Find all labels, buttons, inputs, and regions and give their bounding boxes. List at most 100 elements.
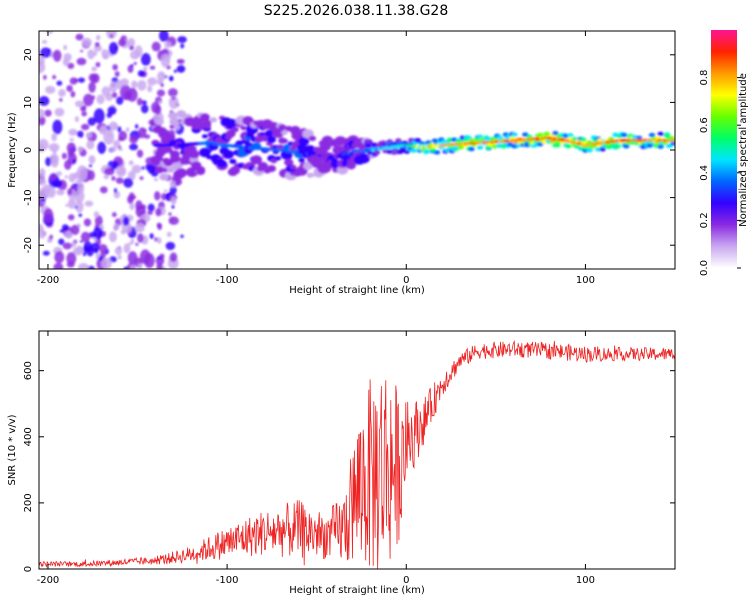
spectrogram-y-ticks: -20 -10 0 10 20 [23, 48, 675, 253]
spectrogram-noise-blob [98, 255, 104, 262]
spectrogram-noise-blob [114, 246, 123, 256]
spectrogram-y-tick-label: -10 [23, 189, 34, 205]
spectrogram-noise-blob [74, 189, 85, 203]
spectrogram-noise-blob [180, 234, 184, 239]
spectrogram-noise-blob [107, 106, 117, 115]
spectrogram-cell [291, 130, 304, 141]
spectrogram-x-tick-label: 0 [403, 275, 409, 286]
spectrogram-cell [274, 156, 282, 161]
spectrogram-noise-blob [156, 263, 163, 269]
spectrogram-noise-blob [58, 238, 65, 245]
spectrogram-cell [196, 168, 206, 176]
spectrogram-cell [298, 157, 305, 163]
spectrogram-noise-blob [130, 64, 134, 67]
spectrogram-noise-blob [139, 249, 151, 264]
spectrogram-noise-blob [137, 233, 144, 243]
spectrogram-noise-blob [97, 141, 107, 154]
spectrogram-noise-blob [88, 164, 93, 168]
spectrogram-cell [414, 138, 421, 143]
spectrogram-cell [175, 168, 187, 178]
spectrogram-noise-blob [75, 200, 84, 213]
spectrogram-cell [565, 143, 572, 149]
snr-y-tick-label: 200 [23, 493, 34, 512]
spectrogram-cell [586, 147, 593, 153]
spectrogram-noise-blob [123, 91, 133, 101]
spectrogram-noise-blob [64, 230, 73, 239]
spectrogram-x-tick-label: 100 [576, 275, 595, 286]
spectrogram-noise-blob [67, 188, 73, 196]
spectrogram-noise-blob [141, 166, 145, 170]
spectrogram-cell [620, 132, 628, 138]
spectrogram-noise-blob [180, 43, 185, 49]
spectrogram-x-tick-label: -200 [37, 275, 60, 286]
spectrogram-noise-blob [141, 100, 147, 105]
spectrogram-noise-blob [169, 185, 177, 195]
spectrogram-noise-blob [49, 173, 57, 181]
spectrogram-noise-blob [48, 143, 60, 152]
spectrogram-cell [282, 144, 291, 150]
spectrogram-noise-blob [61, 152, 67, 160]
spectrogram-noise-blob [50, 156, 59, 168]
spectrogram-noise-blob [91, 73, 100, 84]
spectrogram-x-ticks: -200 -100 0 100 [37, 31, 595, 286]
spectrogram-cell [278, 124, 287, 130]
spectrogram-noise-blob [113, 124, 118, 128]
spectrogram-noise-blob [164, 41, 172, 49]
spectrogram-cell [201, 134, 208, 139]
spectrogram-cell [410, 148, 417, 153]
spectrogram-noise-blob [66, 252, 77, 265]
spectrogram-noise-blob [64, 160, 72, 170]
spectrogram-noise-blob [108, 41, 119, 55]
spectrogram-noise-blob [39, 187, 49, 201]
spectrogram-noise-blob [140, 204, 147, 210]
spectrogram-noise-blob [61, 224, 69, 232]
spectrogram-noise-blob [91, 95, 96, 100]
spectrogram-noise-blob [129, 135, 138, 144]
spectrogram-noise-blob [70, 90, 76, 98]
spectrogram-noise-blob [66, 85, 73, 92]
spectrogram-noise-blob [52, 179, 63, 188]
spectrogram-noise-blob [161, 192, 167, 201]
spectrogram-noise-blob [158, 31, 169, 42]
spectrogram-cell [522, 132, 529, 137]
spectrogram-noise-blob [154, 104, 162, 115]
spectrogram-noise-blob [49, 234, 53, 240]
spectrogram-noise-blob [130, 196, 134, 199]
snr-y-tick-label: 400 [23, 427, 34, 446]
spectrogram-noise-blob [128, 242, 132, 246]
spectrogram-noise-blob [89, 242, 100, 252]
spectrogram-noise-blob [128, 160, 134, 166]
spectrogram-ridge-cell [671, 138, 675, 143]
spectrogram-noise-blob [68, 198, 76, 209]
spectrogram-noise-blob [43, 208, 54, 224]
spectrogram-cell [173, 124, 181, 130]
spectrogram-noise-blob [80, 106, 87, 112]
spectrogram-cell [666, 143, 673, 149]
snr-x-ticks: -200 -100 0 100 [37, 331, 595, 586]
spectrogram-noise-blob [140, 52, 151, 66]
spectrogram-cell [155, 166, 165, 174]
spectrogram-noise-blob [45, 85, 56, 94]
spectrogram-noise-blob [168, 216, 179, 225]
spectrogram-cell [280, 138, 288, 144]
spectrogram-noise-blob [67, 214, 75, 221]
spectrogram-noise-blob [129, 45, 135, 51]
spectrogram-cell [423, 149, 430, 155]
spectrogram-noise-blob [39, 115, 46, 126]
spectrogram-noise-blob [113, 223, 120, 231]
spectrogram-noise-blob [115, 177, 124, 184]
spectrogram-cell [511, 132, 518, 137]
spectrogram-noise-blob [86, 265, 95, 269]
spectrogram-noise-blob [138, 127, 147, 139]
spectrogram-x-tick-label: -100 [216, 275, 239, 286]
spectrogram-noise-blob [137, 263, 143, 269]
spectrogram-noise-blob [116, 96, 124, 105]
spectrogram-noise-blob [143, 66, 148, 71]
spectrogram-noise-blob [39, 228, 46, 239]
spectrogram-cell [264, 129, 274, 137]
spectrogram-noise-blob [53, 262, 64, 269]
spectrogram-noise-blob [46, 186, 56, 198]
spectrogram-noise-blob [157, 222, 163, 231]
